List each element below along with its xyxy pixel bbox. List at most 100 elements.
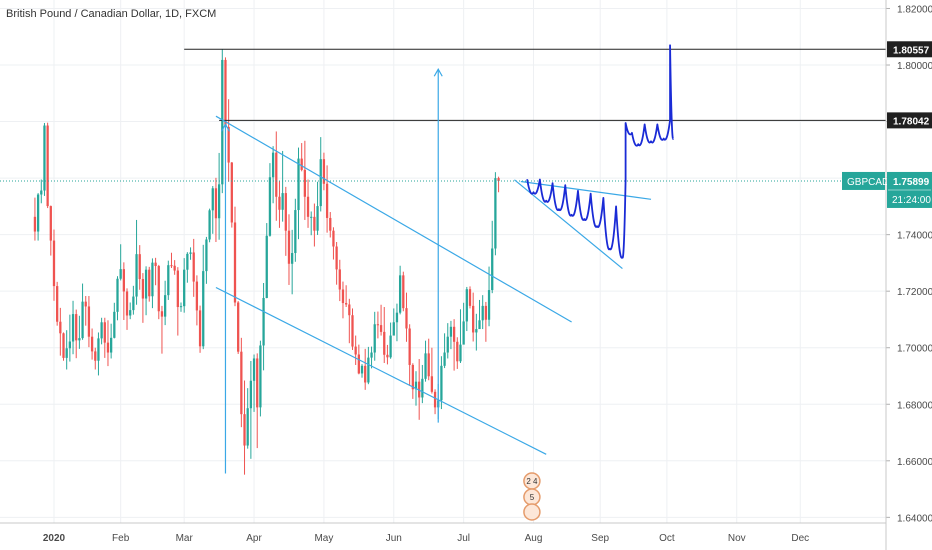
candle-body bbox=[306, 196, 310, 217]
candle-body bbox=[100, 322, 103, 339]
candle-body bbox=[179, 306, 183, 308]
candle-body bbox=[383, 331, 386, 355]
candle-body bbox=[348, 304, 351, 316]
candle bbox=[405, 292, 408, 342]
candle bbox=[351, 308, 354, 350]
candle-body bbox=[33, 216, 37, 232]
projection-path bbox=[526, 44, 675, 259]
candle-body bbox=[243, 414, 246, 446]
candle bbox=[252, 354, 256, 412]
candle bbox=[332, 227, 335, 260]
candle bbox=[456, 337, 459, 369]
candle bbox=[243, 380, 246, 475]
candle-body bbox=[303, 169, 307, 197]
candle bbox=[484, 301, 488, 342]
candle-body bbox=[189, 252, 192, 254]
candle bbox=[383, 307, 386, 363]
candle bbox=[491, 220, 494, 294]
candle-body bbox=[284, 193, 287, 231]
x-tick-label: Jul bbox=[457, 533, 470, 544]
candle bbox=[271, 146, 275, 204]
candle-body bbox=[465, 289, 468, 322]
event-badges: 2 4 5 bbox=[523, 472, 541, 521]
candle-body bbox=[49, 206, 52, 241]
candle-body bbox=[402, 275, 405, 309]
trendline bbox=[514, 179, 623, 270]
candle bbox=[306, 179, 310, 228]
candle bbox=[487, 266, 491, 327]
candle bbox=[49, 205, 52, 256]
candle-body bbox=[192, 252, 195, 282]
x-tick-label: Apr bbox=[246, 533, 262, 544]
candle bbox=[291, 229, 294, 295]
symbol-badge-label: GBPCAD bbox=[847, 177, 889, 188]
candle bbox=[33, 197, 37, 241]
candle-body bbox=[113, 311, 116, 338]
candle bbox=[392, 308, 395, 336]
x-tick-label: 2020 bbox=[43, 533, 66, 544]
horizontal-levels bbox=[0, 48, 886, 182]
candle bbox=[246, 388, 249, 449]
candle-body bbox=[332, 230, 335, 247]
x-tick-label: Jun bbox=[386, 533, 402, 544]
candle bbox=[335, 241, 338, 285]
candle bbox=[81, 283, 84, 340]
candle bbox=[148, 266, 151, 302]
candle-body bbox=[386, 354, 389, 358]
candle-body bbox=[233, 222, 237, 303]
candle-body bbox=[154, 262, 157, 267]
candle bbox=[494, 172, 497, 256]
level-badge: 1.78042 bbox=[887, 112, 932, 129]
candle bbox=[195, 275, 199, 326]
candle-body bbox=[335, 246, 338, 270]
candle-body bbox=[208, 210, 211, 240]
candle-body bbox=[456, 341, 459, 362]
candle bbox=[348, 298, 351, 344]
candle bbox=[78, 315, 81, 349]
x-tick-label: Aug bbox=[525, 533, 543, 544]
candle-body bbox=[433, 391, 437, 408]
candle-body bbox=[494, 178, 497, 249]
candle-body bbox=[59, 321, 62, 334]
candle bbox=[186, 252, 189, 283]
candle-body bbox=[81, 301, 84, 339]
candle-body bbox=[468, 289, 472, 306]
candle-body bbox=[459, 344, 462, 362]
candle bbox=[179, 302, 183, 312]
x-tick-label: May bbox=[314, 533, 333, 544]
candle bbox=[472, 292, 475, 342]
candle bbox=[259, 340, 262, 417]
price-axis[interactable]: 1.64000 1.66000 1.68000 1.70000 1.72000 1.740… bbox=[842, 0, 932, 550]
candle bbox=[408, 324, 411, 386]
candle bbox=[65, 330, 68, 370]
candle bbox=[249, 361, 253, 459]
candle-body bbox=[132, 296, 135, 311]
candle-body bbox=[129, 310, 132, 316]
candle-body bbox=[395, 312, 399, 323]
trendline bbox=[215, 286, 547, 455]
candle-body bbox=[237, 302, 240, 352]
candle bbox=[205, 236, 208, 284]
candle bbox=[167, 260, 170, 300]
candle bbox=[398, 265, 402, 315]
candle bbox=[97, 332, 100, 376]
candle-body bbox=[322, 159, 326, 184]
candle bbox=[427, 338, 430, 381]
candle-body bbox=[287, 230, 291, 264]
x-tick-label: Oct bbox=[659, 533, 675, 544]
candle-body bbox=[354, 346, 357, 355]
candle-body bbox=[141, 279, 145, 299]
candle bbox=[227, 99, 230, 182]
candle-body bbox=[310, 216, 313, 218]
time-axis[interactable]: 2020 Feb Mar Apr May Jun Jul Aug Sep Oct Nov Dec bbox=[0, 522, 886, 544]
candle-body bbox=[472, 305, 475, 333]
projection-drawing bbox=[526, 44, 675, 259]
candle bbox=[71, 300, 75, 355]
candle bbox=[275, 131, 278, 221]
candle-body bbox=[195, 281, 199, 311]
level-badge-label: 1.78042 bbox=[893, 116, 930, 127]
y-tick-label: 1.72000 bbox=[897, 287, 932, 298]
candle-body bbox=[389, 335, 392, 358]
